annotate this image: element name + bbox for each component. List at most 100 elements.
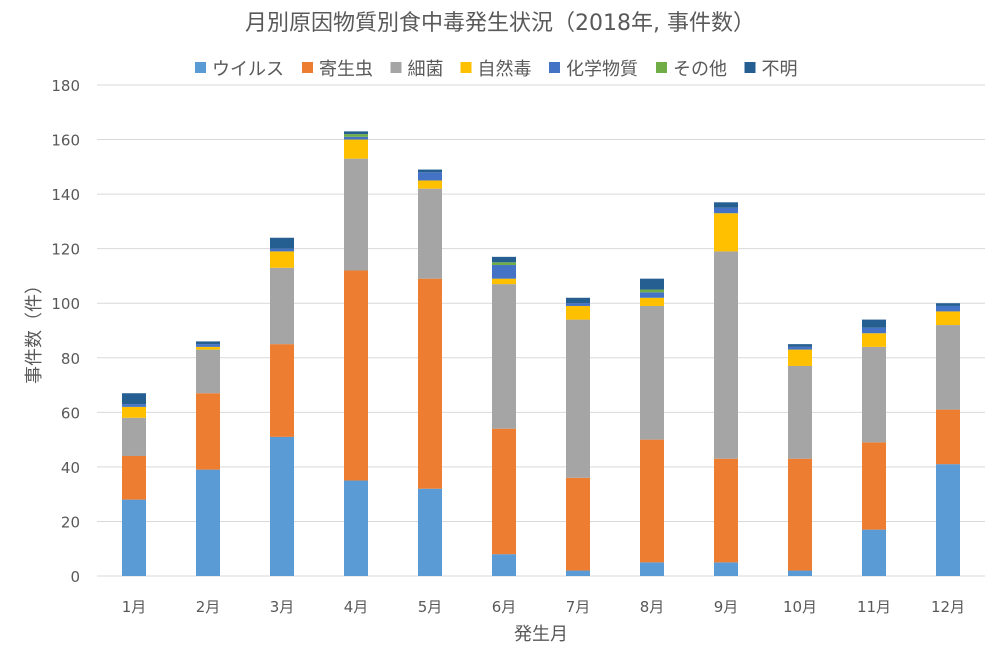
bar-segment-細菌-9月 [714,251,738,459]
bar-segment-その他-8月 [640,289,664,293]
bar-segment-化学物質-12月 [936,305,960,312]
y-tick-label: 0 [70,568,80,586]
legend-swatch [390,62,402,73]
bar-segment-ウイルス-9月 [714,562,738,576]
x-tick-label: 7月 [566,598,591,616]
bar-segment-ウイルス-6月 [492,554,516,576]
bar-segment-不明-3月 [270,237,294,249]
bar-segment-化学物質-2月 [196,344,220,347]
bar-segment-化学物質-3月 [270,248,294,252]
bar-segment-寄生虫-1月 [122,455,146,500]
x-tick-label: 5月 [418,598,443,616]
bar-segment-細菌-6月 [492,284,516,429]
bar-segment-不明-2月 [196,341,220,345]
legend-label: 不明 [762,59,798,80]
bar-segment-ウイルス-8月 [640,562,664,576]
legend: ウイルス 寄生虫 細菌 自然毒 化学物質 その他 不明 [195,59,798,80]
x-tick-label: 9月 [714,598,739,616]
bar-segment-自然毒-11月 [862,333,886,347]
bar-segment-ウイルス-12月 [936,464,960,576]
bar-segment-化学物質-9月 [714,207,738,214]
legend-label: 細菌 [408,59,444,80]
gridlines [97,84,985,577]
y-axis-ticks: 0 20 40 60 80 100 120 140 160 180 [51,77,80,586]
bar-segment-自然毒-2月 [196,346,220,350]
x-axis-ticks: 1月 2月 3月 4月 5月 6月 7月 8月 9月 10月 11月 12月 [122,598,965,616]
legend-label: 化学物質 [566,59,638,80]
bar-segment-不明-4月 [344,131,368,135]
bar-segment-不明-8月 [640,278,664,290]
legend-swatch [549,62,560,73]
x-tick-label: 11月 [857,598,891,616]
y-tick-label: 100 [51,295,80,313]
legend-swatch [656,62,667,73]
bar-segment-化学物質-5月 [418,172,442,181]
bar-segment-細菌-8月 [640,305,664,440]
bar-segment-自然毒-5月 [418,180,442,189]
bar-segment-細菌-10月 [788,365,812,459]
y-axis-label: 事件数（件） [24,276,45,384]
bar-segment-寄生虫-10月 [788,458,812,571]
x-tick-label: 1月 [122,598,147,616]
bar-segment-細菌-7月 [566,319,590,478]
legend-label: ウイルス [212,59,284,80]
bar-segment-不明-11月 [862,319,886,328]
bar-segment-ウイルス-3月 [270,436,294,576]
bar-segment-不明-5月 [418,169,442,173]
bar-segment-自然毒-3月 [270,251,294,268]
bar-segment-寄生虫-12月 [936,409,960,465]
bar-segment-細菌-12月 [936,325,960,410]
bar-segment-化学物質-1月 [122,404,146,407]
bar-segment-寄生虫-3月 [270,344,294,437]
legend-label: 寄生虫 [319,59,373,80]
legend-swatch [302,62,313,73]
bar-segment-寄生虫-11月 [862,442,886,530]
bars [122,131,960,576]
y-tick-label: 40 [61,459,80,477]
x-tick-label: 4月 [344,598,369,616]
bar-segment-化学物質-6月 [492,265,516,279]
legend-swatch [195,62,206,73]
bar-segment-ウイルス-11月 [862,529,886,576]
bar-segment-ウイルス-10月 [788,570,812,576]
bar-segment-化学物質-4月 [344,136,368,140]
bar-segment-ウイルス-1月 [122,499,146,576]
bar-segment-その他-4月 [344,134,368,137]
bar-segment-不明-6月 [492,256,516,263]
bar-segment-ウイルス-4月 [344,480,368,576]
bar-segment-寄生虫-6月 [492,428,516,555]
bar-segment-細菌-1月 [122,417,146,456]
chart-title: 月別原因物質別食中毒発生状況（2018年, 事件数） [245,11,755,36]
bar-segment-自然毒-4月 [344,139,368,159]
legend-swatch [460,62,472,73]
bar-segment-不明-1月 [122,393,146,405]
x-tick-label: 10月 [783,598,817,616]
bar-segment-寄生虫-9月 [714,458,738,563]
bar-segment-自然毒-1月 [122,406,146,418]
x-tick-label: 8月 [640,598,665,616]
bar-segment-自然毒-12月 [936,311,960,326]
x-tick-label: 3月 [270,598,295,616]
bar-segment-自然毒-9月 [714,213,738,252]
y-tick-label: 140 [51,186,80,204]
bar-segment-自然毒-10月 [788,349,812,366]
bar-segment-細菌-11月 [862,346,886,443]
x-axis-label: 発生月 [514,624,568,645]
y-tick-label: 60 [61,404,80,422]
bar-segment-不明-12月 [936,303,960,306]
y-tick-label: 20 [61,513,80,531]
bar-segment-ウイルス-7月 [566,570,590,576]
x-tick-label: 12月 [931,598,965,616]
bar-segment-化学物質-7月 [566,303,590,306]
bar-segment-化学物質-8月 [640,292,664,298]
y-tick-label: 180 [51,77,80,95]
bar-segment-ウイルス-5月 [418,488,442,576]
bar-segment-自然毒-6月 [492,278,516,285]
bar-segment-細菌-3月 [270,267,294,345]
x-tick-label: 2月 [196,598,221,616]
bar-segment-細菌-2月 [196,349,220,394]
bar-segment-ウイルス-2月 [196,469,220,576]
bar-segment-寄生虫-5月 [418,278,442,489]
legend-label: その他 [673,59,727,80]
